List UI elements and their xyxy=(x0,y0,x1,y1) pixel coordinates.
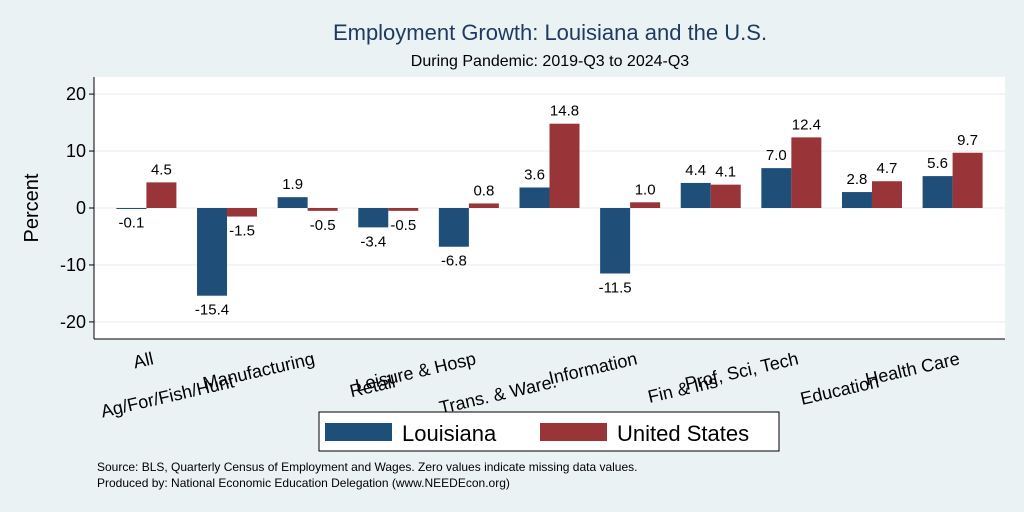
category-label: All xyxy=(131,348,155,372)
bar-united-states xyxy=(952,152,983,208)
bar-louisiana xyxy=(358,208,389,228)
producer-note: Produced by: National Economic Education… xyxy=(97,476,510,490)
data-label-united-states: -0.5 xyxy=(310,217,336,234)
data-label-united-states: 4.5 xyxy=(151,161,172,178)
bar-louisiana xyxy=(680,182,711,208)
data-label-louisiana: -0.1 xyxy=(118,215,144,232)
data-label-louisiana: 5.6 xyxy=(927,155,948,172)
y-axis-ticks: -20 -10 0 10 20 xyxy=(60,84,94,332)
bar-united-states xyxy=(630,202,661,208)
data-label-united-states: 1.0 xyxy=(635,181,656,198)
data-label-united-states: 12.4 xyxy=(792,116,821,133)
data-label-united-states: 9.7 xyxy=(957,132,978,149)
data-label-louisiana: -11.5 xyxy=(599,280,632,297)
chart-subtitle: During Pandemic: 2019-Q3 to 2024-Q3 xyxy=(411,53,689,70)
bar-louisiana xyxy=(922,176,953,208)
bar-united-states xyxy=(871,181,902,208)
legend-label-united-states: United States xyxy=(617,421,749,446)
data-label-louisiana: -6.8 xyxy=(441,253,467,270)
legend-label-louisiana: Louisiana xyxy=(402,421,497,446)
data-label-louisiana: 3.6 xyxy=(524,166,545,183)
y-tick-label: 10 xyxy=(66,141,86,161)
data-label-louisiana: 4.4 xyxy=(685,162,706,179)
bar-louisiana xyxy=(197,208,228,296)
data-label-united-states: 4.7 xyxy=(877,160,898,177)
source-note: Source: BLS, Quarterly Census of Employm… xyxy=(97,460,637,474)
chart-title: Employment Growth: Louisiana and the U.S… xyxy=(333,20,767,45)
data-label-united-states: 14.8 xyxy=(550,103,579,120)
bar-united-states xyxy=(227,208,258,217)
bar-louisiana xyxy=(761,168,792,208)
data-labels: -0.14.5-15.4-1.51.9-0.5-3.4-0.5-6.80.83.… xyxy=(118,103,978,319)
data-label-louisiana: 7.0 xyxy=(766,147,787,164)
y-axis-label: Percent xyxy=(21,173,43,242)
bar-united-states xyxy=(468,203,499,208)
data-label-united-states: 0.8 xyxy=(473,182,494,199)
bar-united-states xyxy=(388,208,419,211)
bar-united-states xyxy=(549,123,580,208)
bar-louisiana xyxy=(519,187,550,208)
y-tick-label: 20 xyxy=(66,84,86,104)
bar-louisiana xyxy=(600,208,631,274)
y-tick-label: 0 xyxy=(76,198,86,218)
data-label-louisiana: -15.4 xyxy=(195,302,229,319)
data-label-louisiana: -3.4 xyxy=(360,233,386,250)
legend-swatch-louisiana xyxy=(325,423,392,441)
bar-louisiana xyxy=(841,192,872,208)
data-label-united-states: 4.1 xyxy=(715,164,736,181)
bar-louisiana xyxy=(277,197,308,208)
bar-united-states xyxy=(146,182,177,208)
bar-united-states xyxy=(710,184,741,208)
y-tick-label: -20 xyxy=(60,312,86,332)
y-tick-label: -10 xyxy=(60,255,86,275)
bars xyxy=(116,123,983,296)
data-label-louisiana: 1.9 xyxy=(282,176,303,193)
bar-united-states xyxy=(791,137,822,208)
legend: Louisiana United States xyxy=(318,411,780,452)
bar-louisiana xyxy=(116,208,147,209)
bar-louisiana xyxy=(438,208,469,247)
bar-united-states xyxy=(307,208,338,211)
legend-swatch-united-states xyxy=(540,423,607,441)
data-label-louisiana: 2.8 xyxy=(847,171,868,188)
data-label-united-states: -0.5 xyxy=(390,217,416,234)
data-label-united-states: -1.5 xyxy=(229,223,255,240)
